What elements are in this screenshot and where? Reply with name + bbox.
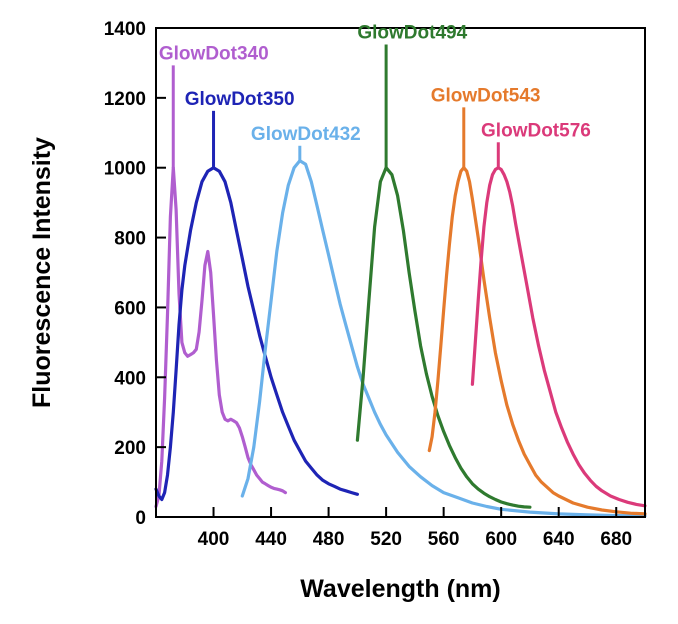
x-tick-label: 480: [313, 529, 345, 550]
y-tick-label: 600: [114, 298, 146, 319]
axis-ticks: 0 200 400 600 800 1000 1200 1400 400 440 480 520 560…: [104, 19, 632, 550]
series-label: GlowDot494: [357, 22, 467, 43]
x-tick-label: 560: [428, 529, 460, 550]
series-labels: GlowDot340 GlowDot350 GlowDot432 GlowDot494…: [159, 22, 591, 168]
y-tick-label: 1000: [104, 159, 146, 180]
series-line-glowdot350: [154, 166, 359, 502]
series-line-glowdot494: [355, 166, 532, 509]
y-tick-label: 800: [114, 229, 146, 250]
y-tick-label: 1200: [104, 89, 146, 110]
y-tick-label: 0: [135, 508, 146, 529]
x-tick-label: 680: [600, 529, 632, 550]
x-tick-label: 600: [485, 529, 517, 550]
y-axis-title: Fluorescence Intensity: [28, 137, 56, 408]
x-tick-label: 520: [370, 529, 402, 550]
x-axis-title: Wavelength (nm): [300, 575, 500, 603]
series-line-glowdot432: [240, 159, 647, 518]
plot-frame: [155, 27, 646, 518]
plot-lines: [154, 159, 647, 518]
series-line-glowdot543: [427, 166, 647, 516]
series-label: GlowDot350: [185, 89, 295, 110]
x-tick-label: 400: [198, 529, 230, 550]
series-line-glowdot340: [154, 166, 287, 509]
x-tick-label: 640: [543, 529, 575, 550]
series-label: GlowDot432: [251, 124, 361, 145]
x-tick-label: 440: [255, 529, 287, 550]
y-tick-label: 200: [114, 438, 146, 459]
series-label: GlowDot576: [481, 120, 591, 141]
series-label: GlowDot340: [159, 43, 269, 64]
y-tick-label: 400: [114, 368, 146, 389]
series-label: GlowDot543: [431, 85, 541, 106]
series-line-glowdot576: [470, 166, 647, 508]
y-tick-label: 1400: [104, 19, 146, 40]
